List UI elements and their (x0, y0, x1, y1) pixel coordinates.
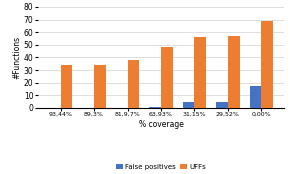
Bar (261, 21, 273, 108)
Bar (228, 36, 240, 108)
X-axis label: % coverage: % coverage (139, 120, 183, 129)
Bar (183, 102, 194, 108)
Bar (216, 102, 228, 108)
Bar (194, 37, 206, 108)
Legend: False positives, UFFs: False positives, UFFs (116, 164, 206, 170)
Bar (61, 65, 72, 108)
Bar (128, 60, 139, 108)
Bar (250, 86, 261, 108)
Bar (149, 107, 161, 108)
Y-axis label: #Functions: #Functions (12, 36, 21, 79)
Bar (94, 65, 106, 108)
Bar (161, 47, 173, 108)
